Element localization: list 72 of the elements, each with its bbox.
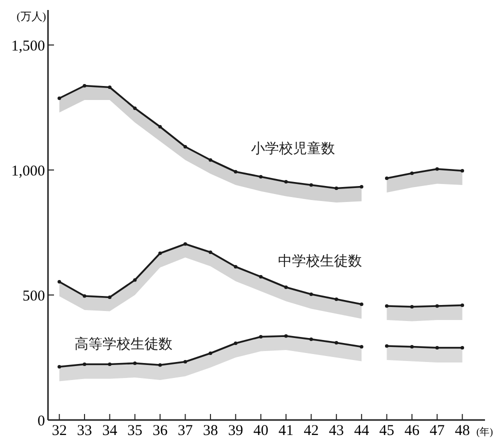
point [309,183,313,187]
series-label: 中学校生徒数 [278,253,362,270]
y-tick-label: 500 [22,288,45,304]
point [183,242,188,246]
x-tick-label: 47 [430,423,446,439]
x-tick-label: 44 [354,423,370,439]
point [158,363,162,367]
point [410,171,414,176]
x-tick-label: 40 [253,423,268,439]
point [234,264,238,269]
point [208,351,212,356]
point [208,158,212,162]
y-tick-label: 1,000 [11,163,45,180]
series-label: 高等学校生徒数 [74,336,173,352]
point [82,294,86,298]
x-tick-label: 42 [304,423,319,439]
point [183,144,188,149]
x-tick-label: 33 [77,423,92,439]
point [183,360,188,364]
point [158,251,162,256]
point [284,180,288,184]
point [284,334,288,338]
point [384,344,389,348]
point [360,344,364,349]
point [158,124,162,129]
point [384,176,389,180]
x-tick-label: 36 [152,423,168,439]
point [360,184,364,189]
point [309,292,313,296]
point [58,96,62,100]
point [108,85,112,90]
point [133,278,137,282]
point [259,174,263,179]
point [460,168,464,173]
point [234,170,238,174]
point [234,341,238,346]
x-tick-label: 46 [404,423,420,439]
point [259,334,263,339]
point [384,304,389,308]
point [82,84,86,88]
y-tick-label: 1,500 [11,38,45,54]
x-axis-title: (年) [476,426,493,438]
point [284,285,288,290]
point [309,337,313,342]
point [133,361,137,366]
point [435,167,439,171]
point [259,274,263,279]
point [108,295,112,300]
point [58,364,62,369]
x-tick-label: 34 [102,423,118,439]
point [82,362,86,366]
x-tick-label: 35 [127,423,142,439]
point [334,186,338,190]
point [334,340,338,345]
series-label: 小学校児童数 [250,140,335,157]
y-axis-title: (万人) [16,11,46,23]
point [133,106,137,110]
x-tick-label: 39 [228,423,244,439]
x-tick-label: 41 [278,423,294,439]
x-tick-label: 32 [52,423,67,439]
y-tick-label: 0 [38,413,45,430]
point [58,280,62,284]
point [435,304,439,308]
point [334,297,338,302]
point [360,302,364,306]
point [208,250,212,254]
x-tick-label: 48 [454,423,470,439]
x-tick-label: 38 [202,423,218,439]
x-tick-label: 45 [379,423,394,439]
x-tick-label: 43 [328,423,344,439]
x-tick-label: 37 [178,423,194,439]
point [460,303,464,308]
